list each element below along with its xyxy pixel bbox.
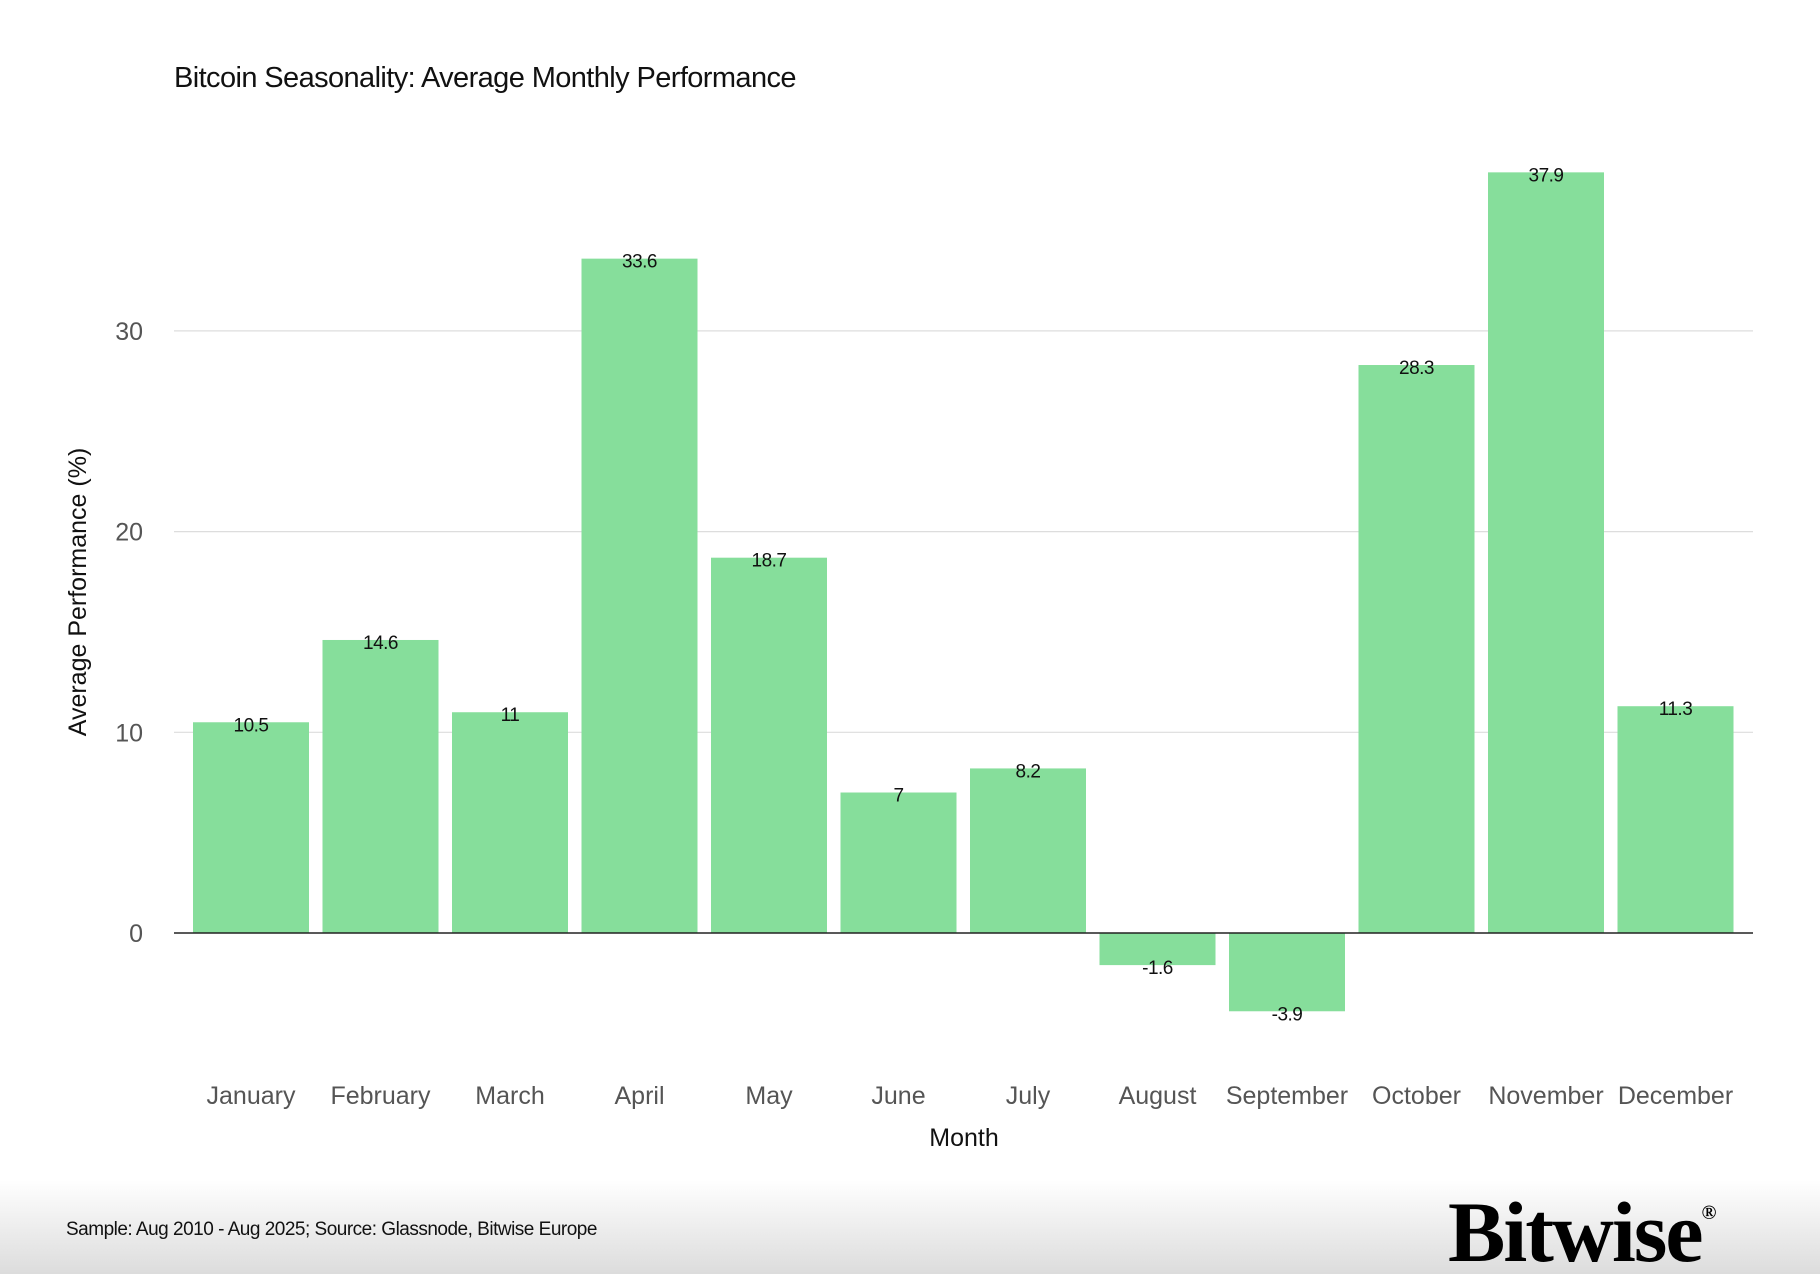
bar-chart: Bitcoin Seasonality: Average Monthly Per…	[64, 62, 1753, 1152]
data-label: -3.9	[1272, 1004, 1303, 1025]
bar-september	[1229, 933, 1345, 1012]
data-label: 8.2	[1016, 761, 1041, 782]
data-label: 14.6	[363, 633, 398, 654]
footer	[0, 1180, 1820, 1274]
bar-december	[1617, 706, 1734, 933]
y-axis-label: Average Performance (%)	[64, 448, 92, 737]
x-tick-label: September	[1226, 1082, 1348, 1110]
x-tick-label: July	[1006, 1082, 1051, 1110]
bar-february	[322, 639, 439, 933]
x-tick-label: April	[614, 1082, 664, 1110]
x-tick-label: October	[1372, 1082, 1461, 1110]
data-label: 28.3	[1399, 358, 1434, 379]
bar-march	[452, 712, 568, 933]
y-tick-label: 10	[115, 719, 143, 747]
x-tick-label: December	[1618, 1082, 1733, 1110]
x-tick-label: February	[330, 1082, 431, 1110]
data-label: 33.6	[622, 252, 657, 273]
data-label: 37.9	[1529, 165, 1564, 186]
bar-june	[840, 792, 957, 933]
x-axis-label: Month	[929, 1124, 998, 1152]
x-tick-label: March	[475, 1082, 544, 1110]
bar-may	[711, 557, 827, 933]
y-tick-label: 20	[115, 519, 143, 547]
source-note: Sample: Aug 2010 - Aug 2025; Source: Gla…	[66, 1219, 597, 1240]
y-tick-label: 30	[115, 318, 143, 346]
bar-april	[581, 258, 698, 933]
bitwise-logo: Bitwise®	[1448, 1182, 1717, 1282]
data-label: 11.3	[1659, 699, 1693, 720]
bar-october	[1358, 365, 1475, 933]
data-label: 7	[893, 786, 903, 807]
data-label: 11	[501, 705, 520, 726]
bar-august	[1099, 933, 1216, 966]
data-label: -1.6	[1142, 958, 1173, 979]
x-tick-label: November	[1488, 1082, 1603, 1110]
x-tick-label: May	[745, 1082, 793, 1110]
data-label: 10.5	[234, 715, 269, 736]
registered-mark: ®	[1701, 1202, 1717, 1224]
logo-text: Bitwise	[1448, 1184, 1704, 1280]
bar-january	[193, 722, 309, 933]
y-tick-label: 0	[129, 920, 143, 948]
data-label: 18.7	[752, 551, 787, 572]
bar-november	[1488, 172, 1604, 934]
x-tick-label: June	[871, 1082, 925, 1110]
x-tick-label: August	[1119, 1082, 1197, 1110]
bar-july	[970, 768, 1086, 933]
chart-title: Bitcoin Seasonality: Average Monthly Per…	[174, 62, 796, 94]
x-tick-label: January	[207, 1082, 296, 1110]
